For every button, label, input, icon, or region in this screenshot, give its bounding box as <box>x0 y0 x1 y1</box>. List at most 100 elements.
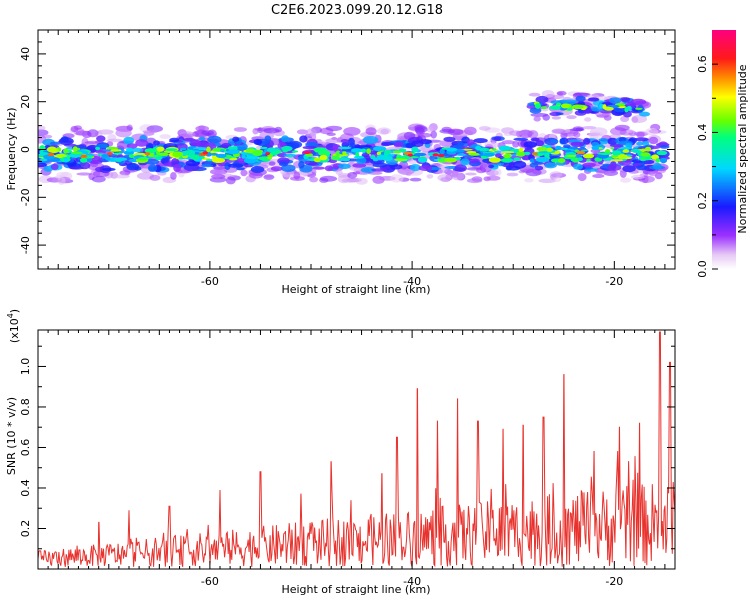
spectrogram-cell <box>95 146 101 151</box>
spectrogram-cell <box>656 150 668 156</box>
spectrogram-cell <box>227 149 240 155</box>
spectrogram-cell <box>389 164 403 170</box>
spectrogram-cell <box>38 162 47 167</box>
snr-axes: -60 -40 -20 0.2 0.4 0.6 0.8 1.0 <box>19 330 676 588</box>
spectrogram-cell <box>370 154 376 160</box>
colorbar-tick-label: 0.6 <box>696 55 709 73</box>
spectrogram-cell <box>243 152 250 155</box>
spectrogram-cell <box>171 158 180 166</box>
spectrogram-cell <box>281 135 289 143</box>
spectrogram-cell <box>247 155 258 160</box>
spectrogram-cell <box>172 151 184 158</box>
spectrogram-cell <box>337 163 351 170</box>
spectrogram-cell <box>592 174 605 178</box>
spectrogram-cell <box>622 165 636 173</box>
spectrogram-cell <box>533 116 541 122</box>
spectrogram-cell <box>347 172 358 179</box>
snr-frame <box>37 329 676 570</box>
spectrogram-cell <box>610 159 624 162</box>
spectrogram-cell <box>170 172 177 180</box>
spectrogram-cell <box>460 158 470 166</box>
spectrogram-y-axis-label: Frequency (Hz) <box>5 108 18 191</box>
spectrogram-cell <box>201 164 214 168</box>
spectrogram-cell <box>584 117 592 122</box>
spectrogram-cell <box>39 158 48 162</box>
spectrogram-cell <box>493 136 502 141</box>
spectrogram-cell <box>220 149 225 152</box>
spectrogram-cell <box>465 172 477 176</box>
spectrogram-cell <box>447 170 459 177</box>
spectrogram-cell <box>437 174 452 182</box>
spectrogram-cell <box>145 158 160 165</box>
spectrogram-cell <box>371 168 388 172</box>
spectrogram-cell <box>314 150 319 153</box>
snr-plot-area <box>37 331 676 568</box>
spectrogram-cell <box>233 127 247 132</box>
colorbar-tick-label: 0.0 <box>696 260 709 278</box>
spectrogram-cell <box>351 148 363 153</box>
spectrogram-cell <box>80 157 88 163</box>
spectrogram-cell <box>376 151 382 156</box>
spectrogram-cell <box>535 95 549 104</box>
spectrogram-cell <box>501 140 515 145</box>
spectrogram-cell <box>38 129 49 136</box>
spectrogram-cell <box>113 174 130 179</box>
spectrogram-cell <box>426 174 434 179</box>
spectrogram-cell <box>142 130 158 134</box>
spectrogram-cell <box>577 157 583 162</box>
spectrogram-cell <box>417 132 432 138</box>
y-tick-label: 0.8 <box>19 398 32 416</box>
spectrogram-hotspot <box>144 152 151 156</box>
snr-y-multiplier-exponent: 4 <box>6 313 15 318</box>
spectrogram-hotspot <box>432 153 439 157</box>
x-tick-label: -20 <box>605 575 623 588</box>
spectrogram-cell <box>414 152 427 157</box>
spectrogram-cell <box>340 139 349 143</box>
spectrogram-cell <box>494 168 502 176</box>
spectrogram-cell <box>264 135 272 143</box>
spectrogram-cell <box>551 116 562 120</box>
spectrogram-cell <box>393 141 404 147</box>
spectrogram-cell <box>106 146 117 150</box>
spectrogram-cell <box>227 163 244 168</box>
spectrogram-cell <box>636 141 644 146</box>
spectrogram-cell <box>343 126 361 136</box>
spectrogram-cell <box>648 136 659 145</box>
spectrogram-cell <box>408 160 417 165</box>
spectrogram-cell <box>411 146 419 153</box>
spectrogram-cell <box>281 145 293 152</box>
spectrogram-hotspot <box>407 153 413 157</box>
snr-y-multiplier-base: (x10 <box>8 318 21 343</box>
spectrogram-cell <box>362 136 379 144</box>
spectrogram-cell <box>126 147 134 152</box>
spectrogram-cell <box>70 151 83 155</box>
spectrogram-cell <box>355 177 368 185</box>
spectrogram-cell <box>319 177 329 183</box>
spectrogram-cell <box>123 136 135 145</box>
spectrogram-cell <box>384 149 392 155</box>
spectrogram-cell <box>366 148 371 154</box>
spectrogram-cell <box>360 167 377 173</box>
y-tick-label: 0.4 <box>19 479 32 497</box>
spectrogram-cell <box>513 157 521 161</box>
spectrogram-cell <box>549 105 561 110</box>
x-tick-label: -60 <box>201 575 219 588</box>
spectrogram-cell <box>581 149 589 152</box>
spectrogram-cell <box>528 92 541 97</box>
spectrogram-cell <box>466 139 475 147</box>
spectrogram-cell <box>501 147 508 152</box>
spectrogram-cell <box>264 174 273 178</box>
spectrogram-cell <box>655 158 661 163</box>
spectrogram-cell <box>535 156 550 163</box>
spectrogram-cell <box>466 158 480 164</box>
spectrogram-cell <box>332 165 340 170</box>
spectrogram-cell <box>443 136 456 142</box>
spectrogram-cell <box>87 129 99 138</box>
spectrogram-cell <box>113 152 122 155</box>
spectrogram-cell <box>398 148 407 152</box>
colorbar-gradient <box>712 30 736 269</box>
snr-x-axis-label: Height of straight line (km) <box>281 583 430 596</box>
spectrogram-cell <box>619 97 631 102</box>
spectrogram-cell <box>602 104 607 110</box>
spectrogram-cell <box>575 95 586 102</box>
